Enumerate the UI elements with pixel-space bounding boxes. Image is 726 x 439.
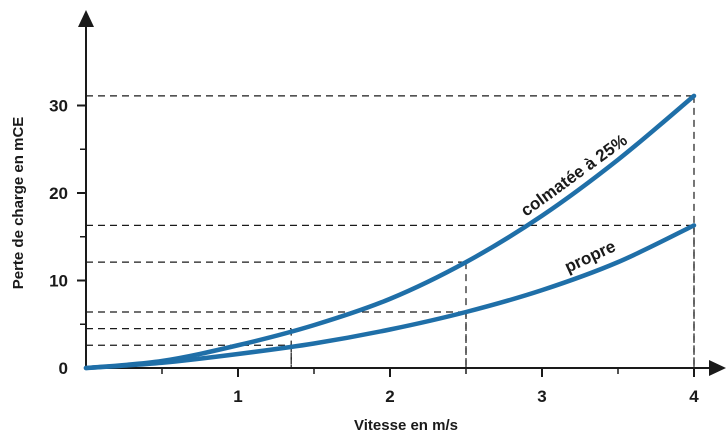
reference-lines [86,95,695,368]
x-axis-title: Vitesse en m/s [354,417,458,434]
x-axis-arrow [709,360,726,376]
y-tick-label: 10 [49,272,68,291]
y-tick-label: 0 [59,359,68,378]
y-axis-title: Perte de charge en mCE [10,117,27,290]
series-label-propre: propre [562,237,619,277]
curves [83,93,697,371]
series-line-colmatee [83,93,697,371]
y-tick-label: 20 [49,184,68,203]
x-tick-label: 1 [233,387,242,406]
tick-labels: 1 2 3 4 0 10 20 30 [49,97,699,407]
ticks [77,104,695,377]
y-axis-arrow [78,10,94,27]
x-tick-label: 4 [689,387,699,406]
x-tick-label: 3 [537,387,546,406]
y-tick-label: 30 [49,97,68,116]
curve-labels: colmatée à 25% propre [517,130,631,276]
series-line-propre [83,223,697,371]
series-label-colmatee: colmatée à 25% [517,130,631,220]
x-tick-label: 2 [385,387,394,406]
